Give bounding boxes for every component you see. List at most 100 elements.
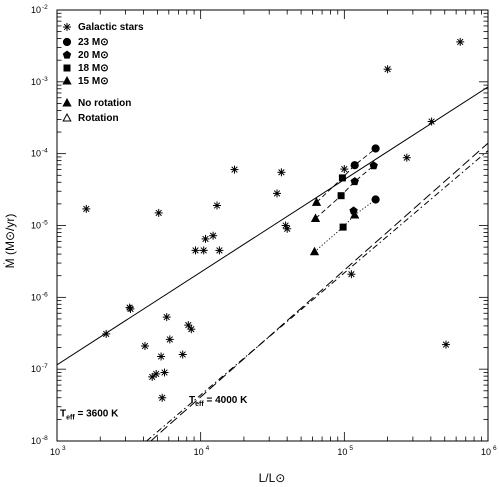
relation-line-solid — [57, 86, 488, 366]
data-point-asterisk — [442, 340, 450, 349]
data-point-circle-shape — [371, 144, 380, 153]
legend-marker-asterisk — [63, 23, 71, 31]
data-point-asterisk-stroke — [179, 351, 186, 358]
data-point-asterisk — [209, 231, 218, 240]
data-point-asterisk-stroke — [442, 341, 450, 348]
data-point-asterisk — [148, 372, 157, 381]
x-tick-label-exponent: 6 — [493, 445, 497, 452]
legend-label: Rotation — [78, 113, 119, 124]
y-tick-label-exponent: -7 — [42, 363, 48, 370]
data-point-asterisk-stroke — [149, 373, 156, 381]
data-point-square-shape — [337, 192, 345, 200]
data-point-asterisk-stroke — [141, 342, 149, 350]
x-tick-label: 10 — [337, 447, 347, 457]
y-tick-label-exponent: -6 — [42, 291, 48, 298]
x-axis-title: L/L⊙ — [259, 471, 286, 485]
data-point-pentagon-shape — [369, 161, 378, 170]
legend: Galactic stars 23 M⊙ 20 M⊙ 18 M⊙ 15 M⊙ No rot… — [62, 22, 144, 124]
data-point-asterisk — [273, 189, 281, 198]
x-tick-label: 10 — [481, 447, 491, 457]
teff-value: = 3600 K — [75, 408, 119, 419]
data-point-asterisk — [141, 342, 149, 350]
x-tick-label-exponent: 5 — [349, 445, 353, 452]
legend-marker-triangle — [62, 75, 72, 85]
legend-marker-triangle-open — [62, 112, 72, 122]
y-tick-label-exponent: -8 — [42, 435, 48, 442]
y-tick-label: 10 — [31, 221, 41, 231]
legend-marker-asterisk-stroke — [63, 23, 71, 31]
legend-marker-pentagon-shape — [62, 50, 72, 59]
model-track-dashed — [316, 148, 376, 203]
data-point-asterisk — [165, 335, 174, 344]
teff-subscript: eff — [195, 401, 204, 408]
y-tick-label: 10 — [31, 292, 41, 302]
data-point-asterisk — [154, 208, 163, 217]
legend-marker-square — [63, 64, 71, 72]
data-point-asterisk — [213, 201, 221, 210]
teff-subscript: eff — [66, 414, 75, 421]
data-point-asterisk — [126, 304, 135, 313]
data-point-circle-shape — [371, 195, 380, 204]
x-tick-label-exponent: 3 — [62, 445, 66, 452]
legend-marker-triangle-shape — [62, 75, 72, 85]
data-point-asterisk — [152, 369, 161, 378]
data-point-square-shape — [339, 223, 347, 231]
data-point-asterisk — [383, 65, 392, 74]
data-point-asterisk — [277, 168, 286, 177]
data-point-asterisk — [402, 153, 411, 162]
legend-label: No rotation — [78, 98, 131, 109]
data-point-asterisk-stroke — [202, 235, 209, 243]
data-point-triangle-shape — [311, 197, 322, 206]
legend-label: 23 M⊙ — [78, 37, 109, 48]
data-point-asterisk-stroke — [188, 326, 195, 333]
data-point-asterisk — [162, 313, 171, 322]
data-point-asterisk-stroke — [185, 321, 192, 329]
data-point-asterisk — [160, 368, 169, 377]
data-point-triangle-shape — [350, 209, 360, 219]
data-point-asterisk — [456, 37, 465, 46]
data-point-asterisk-stroke — [282, 222, 289, 229]
x-tick-label: 10 — [194, 447, 204, 457]
data-point-asterisk-stroke — [161, 369, 168, 376]
plot-frame-layer — [56, 9, 489, 442]
data-point-asterisk — [283, 224, 292, 233]
data-markers-layer — [82, 37, 465, 402]
data-point-asterisk-stroke — [403, 154, 410, 161]
data-point-square — [338, 174, 346, 182]
y-tick-label: 10 — [31, 364, 41, 374]
data-point-asterisk — [347, 270, 356, 279]
data-point-square — [339, 223, 347, 231]
data-point-asterisk-stroke — [163, 313, 170, 321]
data-point-triangle-shape — [310, 213, 321, 222]
data-point-asterisk-stroke — [192, 247, 199, 254]
data-point-asterisk-stroke — [157, 353, 165, 360]
data-point-asterisk-stroke — [273, 190, 281, 197]
data-point-triangle — [350, 209, 360, 219]
data-point-triangle — [310, 213, 321, 222]
data-point-circle-shape — [350, 161, 359, 170]
data-point-asterisk-stroke — [127, 305, 134, 313]
data-point-asterisk-stroke — [83, 205, 90, 213]
data-point-asterisk-stroke — [428, 118, 435, 125]
tick-labels-layer: 10 3 10 4 10 5 10 610 -810 -710 -610 -510 -410 -310 -2 — [31, 4, 497, 457]
relation-lines-layer — [57, 86, 488, 441]
legend-label: Galactic stars — [78, 22, 144, 33]
y-tick-label: 10 — [31, 5, 41, 15]
legend-label: 20 M⊙ — [78, 50, 109, 61]
data-point-triangle — [311, 197, 322, 206]
data-point-asterisk — [199, 246, 208, 255]
data-point-square — [337, 192, 345, 200]
data-point-asterisk — [340, 165, 349, 174]
legend-marker-pentagon — [62, 50, 72, 59]
data-point-asterisk-stroke — [231, 166, 238, 173]
legend-label: 18 M⊙ — [78, 63, 109, 74]
data-point-asterisk-stroke — [209, 232, 217, 239]
data-point-asterisk-stroke — [200, 247, 207, 254]
legend-label: 15 M⊙ — [78, 76, 109, 87]
data-point-asterisk — [427, 117, 436, 126]
data-point-asterisk — [184, 321, 193, 330]
data-point-asterisk-stroke — [278, 169, 285, 176]
data-point-asterisk — [201, 234, 210, 243]
